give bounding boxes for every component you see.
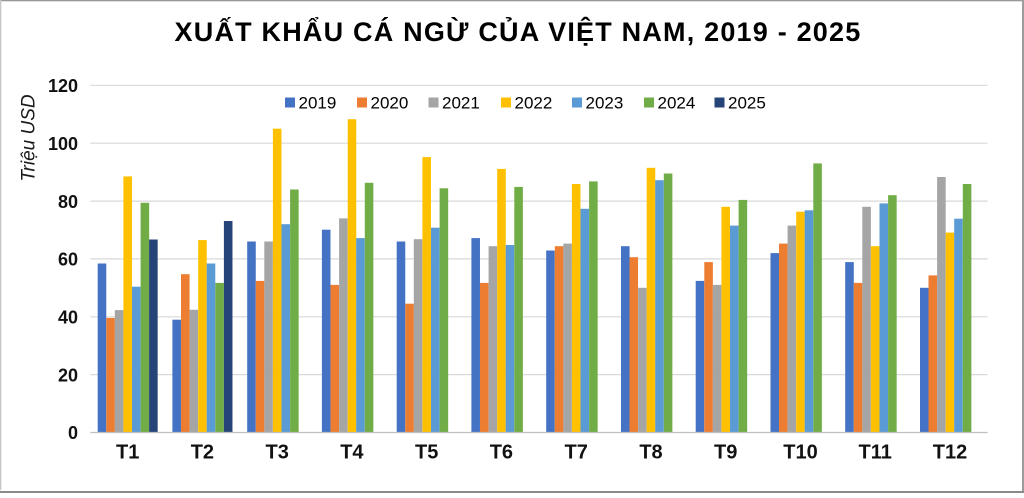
svg-text:T8: T8 [639,442,662,464]
svg-text:100: 100 [48,134,78,154]
svg-text:T9: T9 [714,442,737,464]
svg-text:2021: 2021 [442,94,480,113]
svg-text:T12: T12 [933,442,967,464]
svg-text:80: 80 [58,192,78,212]
svg-text:2019: 2019 [299,94,337,113]
svg-text:T6: T6 [490,442,513,464]
svg-text:T1: T1 [116,442,139,464]
svg-text:T7: T7 [565,442,588,464]
svg-text:120: 120 [48,76,78,96]
svg-text:40: 40 [58,308,78,328]
svg-text:2022: 2022 [515,94,553,113]
svg-text:T5: T5 [415,442,438,464]
svg-text:0: 0 [68,423,78,443]
svg-text:2024: 2024 [658,94,696,113]
svg-text:T10: T10 [783,442,817,464]
svg-text:2025: 2025 [728,94,766,113]
svg-text:Triệu USD: Triệu USD [19,94,40,182]
svg-text:60: 60 [58,250,78,270]
svg-text:XUẤT KHẨU CÁ NGỪ CỦA VIỆT NAM,: XUẤT KHẨU CÁ NGỪ CỦA VIỆT NAM, 2019 - 20… [175,15,862,47]
svg-text:T11: T11 [859,442,892,464]
svg-text:T4: T4 [340,442,364,464]
svg-text:2020: 2020 [371,94,409,113]
svg-text:T2: T2 [191,442,214,464]
svg-text:20: 20 [58,365,78,385]
svg-text:T3: T3 [266,442,289,464]
svg-text:2023: 2023 [586,94,624,113]
